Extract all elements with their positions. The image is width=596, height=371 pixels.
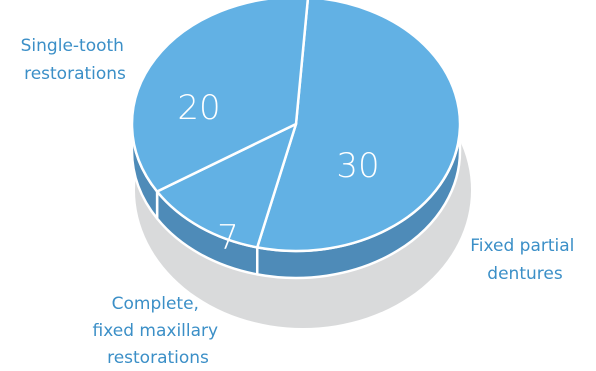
pie-value-labels: 30 7 20 bbox=[177, 88, 379, 258]
category-label-complete-fixed: Complete, fixed maxillary restorations bbox=[93, 294, 224, 368]
category-label-single-tooth: Single-tooth restorations bbox=[21, 36, 130, 84]
pie-slice-complete-fixed-maxillary bbox=[155, 122, 298, 249]
value-label-single-tooth: 20 bbox=[177, 88, 220, 128]
pie-slice-fixed-partial-dentures bbox=[255, 0, 462, 253]
category-label-fixed-partial: Fixed partial dentures bbox=[470, 236, 580, 284]
pie-slices bbox=[130, 0, 462, 253]
value-label-fixed-partial-dentures: 30 bbox=[336, 146, 379, 186]
pie-slice-single-tooth bbox=[130, 0, 310, 193]
value-label-complete-fixed-maxillary: 7 bbox=[217, 218, 239, 258]
